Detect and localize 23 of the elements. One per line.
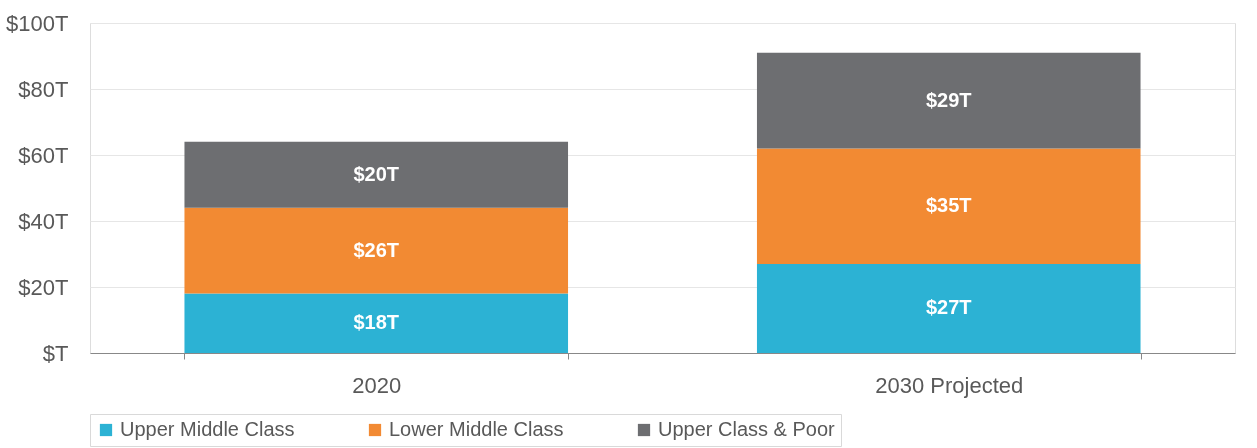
- x-tick-label: 2020: [352, 372, 402, 398]
- bar: [756, 52, 1141, 149]
- bar: [184, 141, 569, 208]
- data-label: $29T: [925, 88, 972, 111]
- data-label: $20T: [353, 162, 400, 185]
- data-label: $26T: [353, 238, 400, 261]
- y-tick-label: $100T: [6, 10, 69, 36]
- y-tick-label: $T: [42, 340, 69, 366]
- y-tick-label: $40T: [18, 208, 69, 234]
- data-label: $27T: [925, 296, 972, 319]
- bar: [756, 263, 1141, 353]
- bar: [756, 148, 1141, 264]
- data-label: $18T: [353, 311, 400, 334]
- x-tick-label: 2030 Projected: [875, 372, 1024, 398]
- y-tick-label: $60T: [18, 142, 69, 168]
- bar: [184, 293, 569, 353]
- legend-label: Lower Middle Class: [389, 418, 564, 440]
- bar: [184, 207, 569, 294]
- data-label: $35T: [925, 194, 972, 217]
- y-tick-label: $80T: [18, 76, 69, 102]
- legend-label: Upper Class & Poor: [658, 418, 836, 440]
- y-tick-label: $20T: [18, 274, 69, 300]
- legend-label: Upper Middle Class: [120, 418, 295, 440]
